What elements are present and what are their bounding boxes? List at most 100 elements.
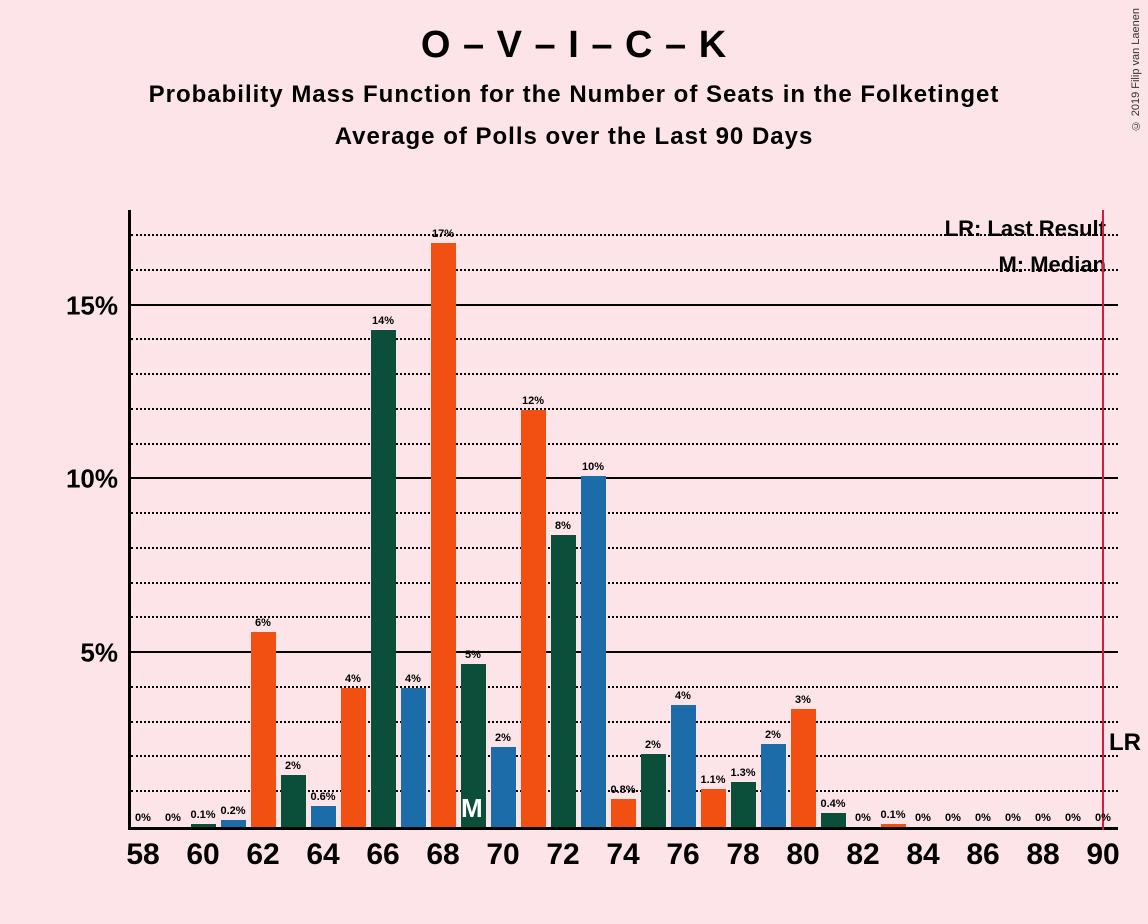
bar-value-label: 0.1% — [190, 809, 215, 821]
bar — [731, 782, 756, 827]
bar — [371, 330, 396, 827]
bar-value-label: 0.2% — [220, 805, 245, 817]
bar — [791, 709, 816, 827]
bar-value-label: 12% — [522, 395, 544, 407]
bar-value-label: 2% — [765, 729, 781, 741]
x-tick-label: 80 — [786, 838, 819, 872]
grid-minor — [131, 721, 1118, 723]
chart-title-sub1: Probability Mass Function for the Number… — [0, 67, 1148, 109]
bar-value-label: 2% — [285, 760, 301, 772]
last-result-line — [1102, 210, 1104, 830]
bar — [521, 410, 546, 827]
bar-value-label: 0.1% — [880, 809, 905, 821]
x-tick-label: 88 — [1026, 838, 1059, 872]
x-tick-label: 62 — [246, 838, 279, 872]
bar — [491, 747, 516, 827]
y-tick-label: 15% — [28, 290, 118, 321]
bar — [821, 813, 846, 827]
bar — [641, 754, 666, 827]
legend-lr: LR: Last Result — [945, 216, 1106, 242]
x-tick-label: 68 — [426, 838, 459, 872]
grid-minor — [131, 755, 1118, 757]
copyright-text: © 2019 Filip van Laenen — [1130, 8, 1142, 131]
x-tick-label: 78 — [726, 838, 759, 872]
bar-value-label: 8% — [555, 520, 571, 532]
bar-value-label: 0.6% — [310, 791, 335, 803]
bar-value-label: 0% — [975, 812, 991, 824]
x-tick-label: 60 — [186, 838, 219, 872]
x-tick-label: 82 — [846, 838, 879, 872]
pmf-seats-chart: © 2019 Filip van Laenen O – V – I – C – … — [0, 0, 1148, 924]
bar — [251, 632, 276, 827]
bar-value-label: 0% — [1065, 812, 1081, 824]
grid-major — [131, 651, 1118, 653]
x-tick-label: 74 — [606, 838, 639, 872]
grid-minor — [131, 408, 1118, 410]
x-tick-label: 90 — [1086, 838, 1119, 872]
bar-value-label: 2% — [495, 732, 511, 744]
bar — [221, 820, 246, 827]
grid-major — [131, 477, 1118, 479]
grid-minor — [131, 686, 1118, 688]
bar — [671, 705, 696, 827]
bar-value-label: 3% — [795, 694, 811, 706]
x-tick-label: 76 — [666, 838, 699, 872]
bar-value-label: 2% — [645, 739, 661, 751]
bar — [341, 688, 366, 827]
bar-value-label: 0.4% — [820, 798, 845, 810]
grid-minor — [131, 234, 1118, 236]
bar — [191, 824, 216, 827]
x-axis — [128, 827, 1118, 830]
bar-value-label: 5% — [465, 649, 481, 661]
bar-value-label: 6% — [255, 617, 271, 629]
grid-minor — [131, 547, 1118, 549]
bar-value-label: 17% — [432, 228, 454, 240]
bar-value-label: 4% — [345, 673, 361, 685]
bar — [761, 744, 786, 827]
bar-value-label: 4% — [405, 673, 421, 685]
bar-value-label: 14% — [372, 315, 394, 327]
bar — [281, 775, 306, 827]
bar-value-label: 0% — [1005, 812, 1021, 824]
bar — [311, 806, 336, 827]
bar-value-label: 4% — [675, 690, 691, 702]
bar — [881, 824, 906, 827]
chart-title-sub2: Average of Polls over the Last 90 Days — [0, 109, 1148, 151]
legend-m: M: Median — [998, 252, 1106, 278]
bar — [701, 789, 726, 827]
x-tick-label: 64 — [306, 838, 339, 872]
plot-area: LR: Last Result M: Median 5%10%15%586062… — [128, 210, 1118, 830]
bar — [611, 799, 636, 827]
bar-value-label: 0.8% — [610, 784, 635, 796]
bar-value-label: 0% — [1035, 812, 1051, 824]
x-tick-label: 84 — [906, 838, 939, 872]
grid-minor — [131, 512, 1118, 514]
x-tick-label: 70 — [486, 838, 519, 872]
x-tick-label: 66 — [366, 838, 399, 872]
bar — [551, 535, 576, 827]
bar-value-label: 0% — [1095, 812, 1111, 824]
grid-minor — [131, 338, 1118, 340]
bar-value-label: 1.1% — [700, 774, 725, 786]
bar — [431, 243, 456, 827]
grid-minor — [131, 443, 1118, 445]
last-result-label: LR — [1109, 729, 1141, 757]
bar-value-label: 0% — [855, 812, 871, 824]
grid-major — [131, 304, 1118, 306]
bar-value-label: 0% — [165, 812, 181, 824]
chart-title-main: O – V – I – C – K — [0, 0, 1148, 67]
bar-value-label: 10% — [582, 461, 604, 473]
bar-value-label: 1.3% — [730, 767, 755, 779]
grid-minor — [131, 616, 1118, 618]
x-tick-label: 58 — [126, 838, 159, 872]
bar-value-label: 0% — [915, 812, 931, 824]
median-marker: M — [461, 793, 483, 824]
bar — [581, 476, 606, 827]
y-tick-label: 5% — [28, 638, 118, 669]
grid-minor — [131, 269, 1118, 271]
grid-minor — [131, 582, 1118, 584]
grid-minor — [131, 373, 1118, 375]
bar-value-label: 0% — [945, 812, 961, 824]
bar — [401, 688, 426, 827]
y-tick-label: 10% — [28, 464, 118, 495]
